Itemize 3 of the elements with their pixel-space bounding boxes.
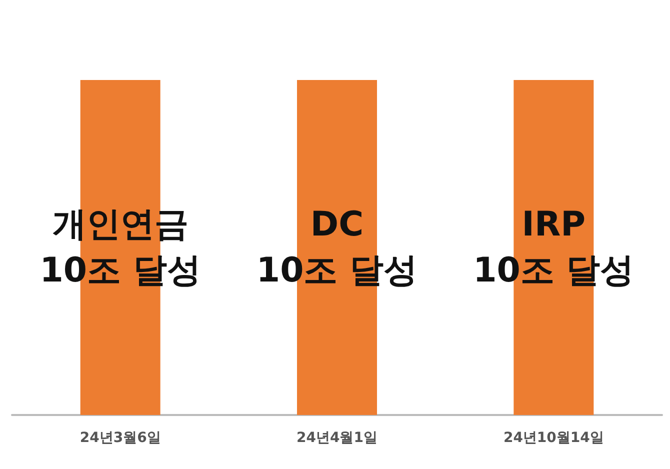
x-tick-label: 24년3월6일 bbox=[80, 430, 161, 446]
x-tick-label: 24년10월14일 bbox=[503, 430, 604, 446]
x-tick-label: 24년4월1일 bbox=[296, 430, 378, 446]
